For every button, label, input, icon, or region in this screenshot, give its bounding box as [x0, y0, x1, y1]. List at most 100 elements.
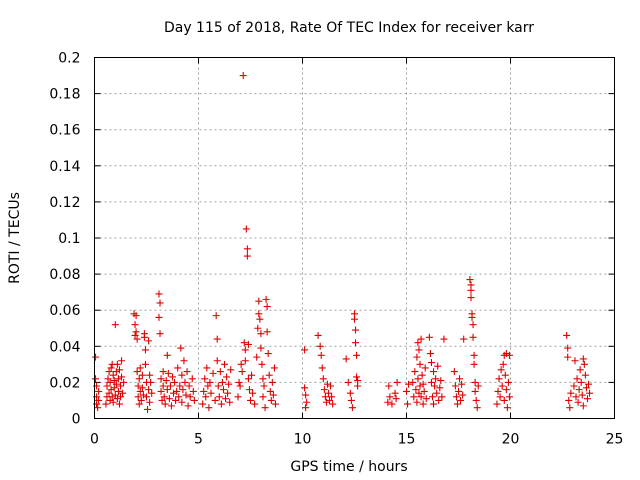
data-point: [353, 351, 361, 359]
data-point: [200, 387, 208, 395]
data-point: [115, 366, 123, 374]
data-point: [255, 297, 263, 305]
data-point: [118, 357, 126, 365]
data-point: [466, 276, 474, 284]
data-point: [392, 395, 400, 403]
data-point: [221, 360, 228, 368]
data-point: [564, 353, 572, 361]
data-point: [385, 382, 393, 390]
data-point: [236, 382, 244, 390]
x-tick-label: 0: [90, 432, 99, 448]
data-point: [427, 359, 435, 367]
data-point: [134, 382, 142, 390]
data-point: [405, 380, 413, 388]
data-point: [414, 375, 422, 383]
data-point: [434, 362, 442, 370]
data-point: [206, 378, 214, 386]
data-point: [583, 395, 591, 403]
data-point: [106, 378, 114, 386]
data-point: [472, 396, 480, 404]
data-point: [259, 393, 267, 401]
data-point: [347, 396, 355, 404]
data-point: [585, 380, 592, 388]
data-point: [234, 393, 242, 401]
data-point: [265, 371, 273, 379]
data-point: [436, 384, 444, 392]
data-point: [163, 386, 171, 394]
x-tick-label: 20: [502, 432, 520, 448]
data-point: [102, 400, 110, 408]
data-point: [94, 404, 102, 412]
data-point: [579, 402, 587, 410]
data-point: [391, 389, 399, 397]
data-point: [240, 339, 248, 347]
data-point: [270, 364, 278, 372]
data-point: [146, 371, 154, 379]
data-point: [264, 350, 272, 358]
data-point: [179, 386, 187, 394]
data-point: [176, 382, 184, 390]
data-point: [162, 377, 170, 385]
data-point: [95, 387, 103, 395]
data-point: [177, 344, 185, 352]
data-point: [132, 328, 140, 336]
y-tick-label: 0.08: [49, 267, 80, 283]
data-point: [171, 378, 179, 386]
data-point: [145, 386, 153, 394]
data-point: [95, 396, 103, 404]
data-point: [416, 382, 424, 390]
data-point: [262, 295, 270, 303]
data-point: [205, 404, 213, 412]
data-point: [419, 380, 427, 388]
data-point: [579, 355, 587, 363]
data-point: [113, 360, 121, 368]
data-point: [238, 368, 246, 376]
data-point: [257, 330, 265, 338]
data-point: [326, 396, 334, 404]
data-point: [219, 386, 227, 394]
data-point: [156, 299, 164, 307]
data-point: [415, 346, 423, 354]
data-point: [354, 382, 362, 390]
data-point: [505, 351, 513, 359]
data-point: [164, 369, 172, 377]
data-point: [302, 404, 310, 412]
data-point: [244, 340, 252, 348]
data-point: [110, 377, 118, 385]
data-point: [92, 375, 100, 383]
data-point: [185, 382, 193, 390]
data-point: [226, 398, 234, 406]
data-point: [456, 375, 464, 383]
data-point: [202, 393, 210, 401]
data-point: [223, 373, 231, 381]
data-point: [158, 396, 166, 404]
data-point: [244, 375, 252, 383]
data-point: [157, 375, 165, 383]
plot-frame: [94, 57, 615, 419]
data-point: [235, 378, 243, 386]
data-point: [115, 400, 123, 408]
data-point: [260, 382, 268, 390]
data-point: [471, 387, 479, 395]
data-point: [132, 312, 140, 320]
data-point: [431, 382, 439, 390]
x-tick-label: 5: [194, 432, 203, 448]
data-point: [254, 324, 262, 332]
data-point: [135, 400, 143, 408]
data-point: [453, 400, 461, 408]
data-point: [570, 382, 578, 390]
data-point: [500, 396, 508, 404]
data-point: [319, 375, 327, 383]
data-point: [159, 368, 167, 376]
data-point: [329, 400, 337, 408]
data-point: [110, 384, 118, 392]
data-point: [413, 398, 421, 406]
data-point: [111, 321, 119, 329]
y-tick-label: 0.18: [49, 87, 80, 103]
data-point: [577, 378, 585, 386]
data-point: [586, 389, 594, 397]
data-point: [417, 393, 425, 401]
data-point: [105, 368, 113, 376]
data-point: [170, 389, 178, 397]
data-point: [133, 368, 141, 376]
